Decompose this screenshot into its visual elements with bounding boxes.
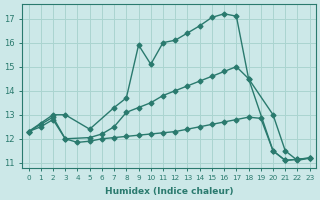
X-axis label: Humidex (Indice chaleur): Humidex (Indice chaleur): [105, 187, 233, 196]
